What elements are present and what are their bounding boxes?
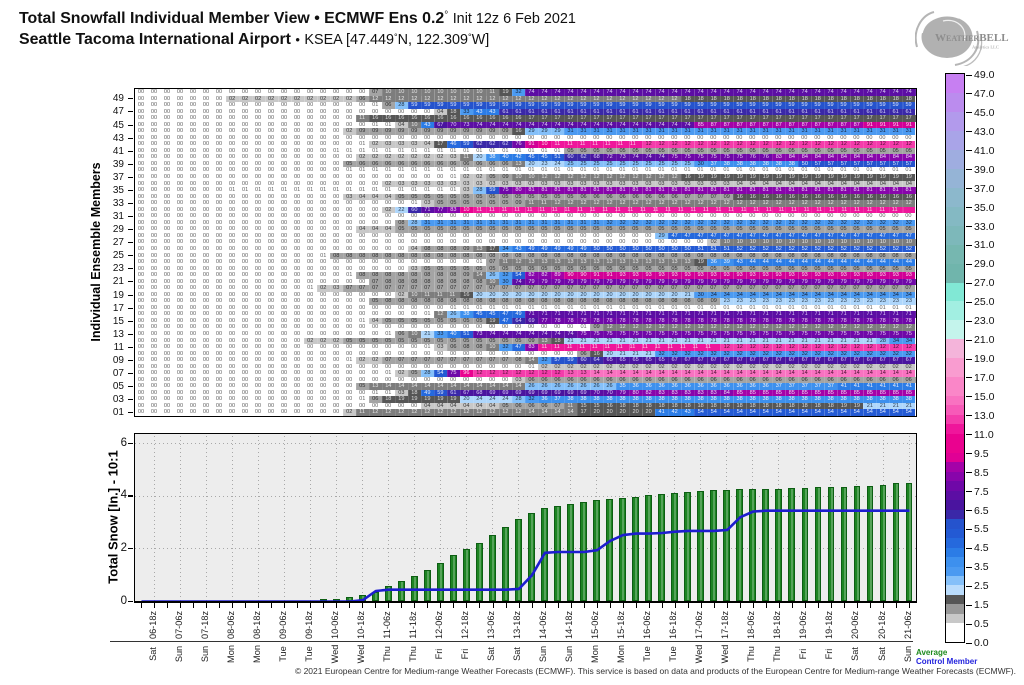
svg-text:Analytics LLC: Analytics LLC bbox=[972, 45, 999, 50]
svg-text:WEATHERBELL: WEATHERBELL bbox=[935, 32, 1009, 44]
